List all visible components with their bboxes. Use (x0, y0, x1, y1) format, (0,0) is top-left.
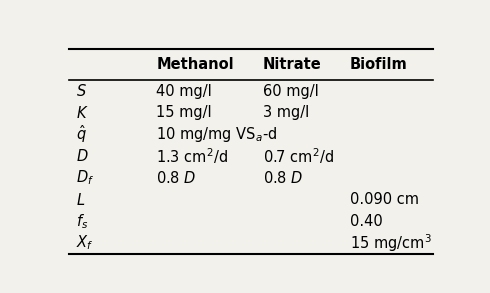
Text: $\hat{q}$: $\hat{q}$ (76, 124, 87, 146)
Text: 10 mg/mg VS$_a$-d: 10 mg/mg VS$_a$-d (156, 125, 277, 144)
Text: 15 mg/cm$^3$: 15 mg/cm$^3$ (350, 232, 432, 254)
Text: Nitrate: Nitrate (263, 57, 321, 72)
Text: 0.40: 0.40 (350, 214, 383, 229)
Text: 1.3 cm$^2$/d: 1.3 cm$^2$/d (156, 146, 228, 166)
Text: Biofilm: Biofilm (350, 57, 408, 72)
Text: 40 mg/l: 40 mg/l (156, 84, 212, 99)
Text: $X_f$: $X_f$ (76, 234, 94, 253)
Text: 60 mg/l: 60 mg/l (263, 84, 319, 99)
Text: $f_s$: $f_s$ (76, 212, 89, 231)
Text: 0.8 $D$: 0.8 $D$ (263, 170, 303, 186)
Text: 3 mg/l: 3 mg/l (263, 105, 309, 120)
Text: 15 mg/l: 15 mg/l (156, 105, 212, 120)
Text: $D_f$: $D_f$ (76, 169, 95, 187)
Text: Methanol: Methanol (156, 57, 234, 72)
Text: $D$: $D$ (76, 148, 89, 164)
Text: $K$: $K$ (76, 105, 89, 121)
Text: $S$: $S$ (76, 83, 87, 99)
Text: 0.7 cm$^2$/d: 0.7 cm$^2$/d (263, 146, 334, 166)
Text: 0.090 cm: 0.090 cm (350, 192, 419, 207)
Text: $L$: $L$ (76, 192, 86, 208)
Text: 0.8 $D$: 0.8 $D$ (156, 170, 196, 186)
